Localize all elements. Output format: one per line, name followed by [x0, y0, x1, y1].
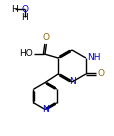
Text: N: N — [69, 78, 75, 86]
Text: N: N — [41, 105, 48, 114]
Text: O: O — [21, 4, 28, 13]
Text: O: O — [97, 69, 103, 78]
Text: O: O — [42, 33, 49, 42]
Text: H: H — [12, 4, 18, 13]
Text: H: H — [21, 13, 28, 21]
Text: HO: HO — [19, 50, 33, 58]
Text: NH: NH — [87, 53, 100, 63]
